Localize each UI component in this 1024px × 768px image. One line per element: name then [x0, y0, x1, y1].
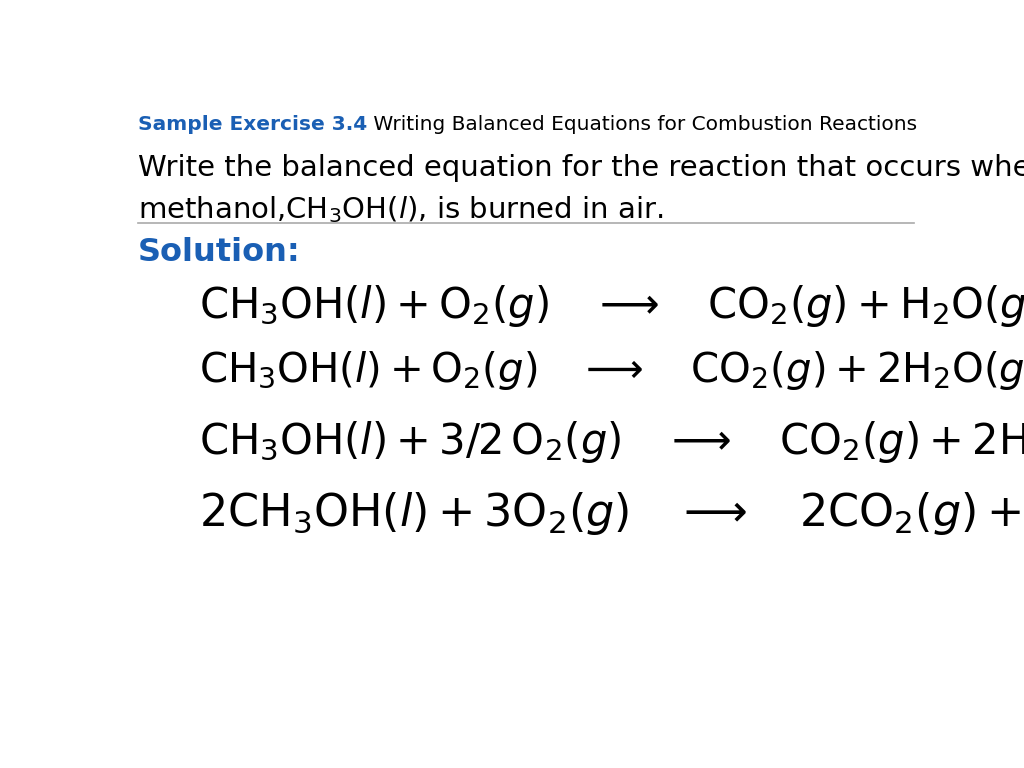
Text: Writing Balanced Equations for Combustion Reactions: Writing Balanced Equations for Combustio… [367, 114, 916, 134]
Text: Write the balanced equation for the reaction that occurs when: Write the balanced equation for the reac… [137, 154, 1024, 182]
Text: $\mathrm{CH_3OH(}\mathit{l}\mathrm{) + O_2(}\mathit{g}\mathrm{)}\quad\longrighta: $\mathrm{CH_3OH(}\mathit{l}\mathrm{) + O… [200, 349, 1024, 392]
Text: $\mathrm{CH_3OH(}\mathit{l}\mathrm{) + O_2(}\mathit{g}\mathrm{)}\quad\longrighta: $\mathrm{CH_3OH(}\mathit{l}\mathrm{) + O… [200, 283, 1024, 329]
Text: Solution:: Solution: [137, 237, 300, 268]
Text: $\mathrm{2CH_3OH(}\mathit{l}\mathrm{) + 3O_2(}\mathit{g}\mathrm{)}\quad\longrigh: $\mathrm{2CH_3OH(}\mathit{l}\mathrm{) + … [200, 489, 1024, 537]
Text: $\mathrm{CH_3OH(}\mathit{l}\mathrm{) + 3/2\,O_2(}\mathit{g}\mathrm{)}\quad\longr: $\mathrm{CH_3OH(}\mathit{l}\mathrm{) + 3… [200, 419, 1024, 465]
Text: Sample Exercise 3.4: Sample Exercise 3.4 [137, 114, 367, 134]
Text: methanol,CH$_3$OH($\mathit{l}$), is burned in air.: methanol,CH$_3$OH($\mathit{l}$), is burn… [137, 194, 663, 225]
